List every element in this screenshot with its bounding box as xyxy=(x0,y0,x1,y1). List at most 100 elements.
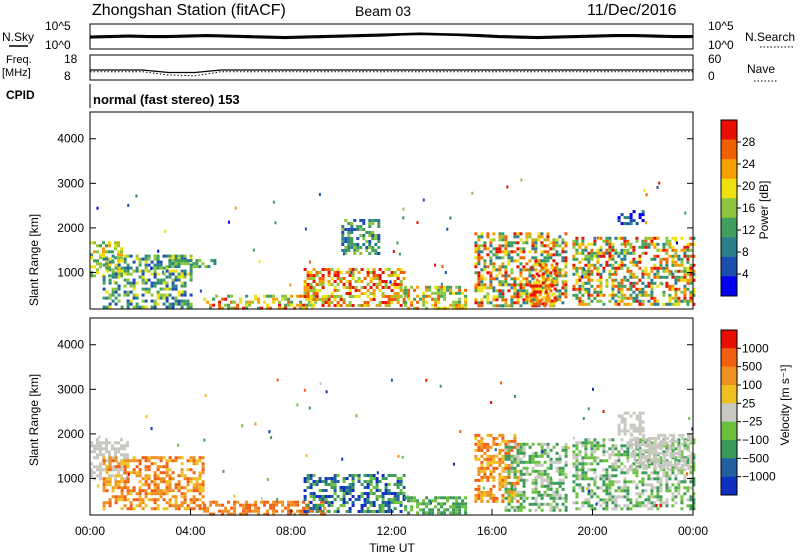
heatmap-cell xyxy=(546,472,550,476)
heatmap-cell xyxy=(678,454,682,458)
heatmap-cell xyxy=(171,287,175,291)
heatmap-cell xyxy=(396,277,400,280)
heatmap-cell xyxy=(99,477,102,481)
heatmap-cell xyxy=(647,281,651,285)
heatmap-cell xyxy=(565,289,567,293)
heatmap-cell xyxy=(550,299,554,303)
heatmap-cell xyxy=(564,445,568,449)
heatmap-cell xyxy=(345,510,349,513)
heatmap-cell xyxy=(375,477,379,480)
heatmap-cell xyxy=(366,304,370,307)
heatmap-cell xyxy=(635,474,639,478)
heatmap-cell xyxy=(126,305,130,309)
heatmap-cell xyxy=(686,266,690,270)
heatmap-cell xyxy=(458,300,462,304)
colorbar-segment xyxy=(721,276,737,297)
heatmap-cell xyxy=(626,471,630,475)
heatmap-cell xyxy=(305,506,309,510)
heatmap-cell xyxy=(242,503,246,507)
heatmap-cell xyxy=(315,495,319,498)
heatmap-cell xyxy=(581,465,585,469)
heatmap-cell xyxy=(638,480,642,484)
heatmap-cell xyxy=(126,471,130,475)
heatmap-cell xyxy=(686,242,690,246)
heatmap-cell xyxy=(452,505,456,509)
heatmap-cell xyxy=(630,451,634,455)
heatmap-cell xyxy=(434,291,438,295)
heatmap-cell xyxy=(132,459,136,463)
heatmap-cell xyxy=(336,507,340,510)
heatmap-cell xyxy=(537,238,541,242)
heatmap-cell xyxy=(399,268,403,271)
heatmap-cell xyxy=(327,510,331,513)
heatmap-cell xyxy=(677,483,681,487)
heatmap-cell xyxy=(120,447,123,451)
heatmap-cell xyxy=(489,490,493,494)
colorbar-tick-label: 20 xyxy=(742,179,756,193)
heatmap-cell xyxy=(680,290,684,294)
heatmap-cell xyxy=(614,462,618,466)
heatmap-cell xyxy=(686,278,690,282)
heatmap-cell xyxy=(99,468,102,472)
heatmap-cell xyxy=(599,245,603,249)
heatmap-cell xyxy=(662,453,666,457)
heatmap-cell xyxy=(501,283,505,287)
heatmap-cell xyxy=(416,306,420,310)
heatmap-cell xyxy=(480,478,484,482)
heatmap-cell xyxy=(641,504,645,508)
heatmap-cell xyxy=(504,238,508,242)
heatmap-cell xyxy=(236,500,240,504)
heatmap-cell xyxy=(507,475,511,479)
heatmap-cell xyxy=(345,501,349,504)
heatmap-cell xyxy=(552,283,556,287)
heatmap-cell xyxy=(150,492,154,496)
heatmap-cell xyxy=(644,269,648,273)
heatmap-cell xyxy=(138,305,142,309)
heatmap-cell xyxy=(186,507,190,511)
heatmap-cell xyxy=(535,299,539,303)
heatmap-cell xyxy=(581,293,585,297)
heatmap-cell xyxy=(596,278,600,282)
heatmap-cell xyxy=(544,278,548,282)
heatmap-cell xyxy=(581,501,585,505)
heatmap-cell xyxy=(114,244,117,248)
heatmap-cell xyxy=(555,493,559,497)
heatmap-cell xyxy=(105,441,108,445)
heatmap-cell xyxy=(372,277,376,280)
heatmap-cell xyxy=(186,459,190,463)
heatmap-cell xyxy=(299,303,303,307)
heatmap-cell xyxy=(638,254,642,258)
heatmap-cell xyxy=(159,266,163,270)
heatmap-cell xyxy=(641,272,645,276)
heatmap-cell xyxy=(351,274,355,277)
heatmap-cell xyxy=(108,498,112,502)
heatmap-cell xyxy=(641,213,645,217)
heatmap-cell xyxy=(359,228,363,231)
heatmap-cell xyxy=(347,231,351,234)
heatmap-cell xyxy=(492,460,496,464)
heatmap-cell xyxy=(141,507,145,511)
heatmap-cell xyxy=(486,253,490,257)
heatmap-cell xyxy=(375,495,379,498)
heatmap-cell xyxy=(678,448,682,452)
heatmap-cell xyxy=(477,487,481,491)
heatmap-cell xyxy=(333,274,337,277)
heatmap-cell xyxy=(111,456,114,460)
heatmap-cell xyxy=(393,483,397,486)
heatmap-cell xyxy=(525,292,529,296)
heatmap-cell xyxy=(553,269,557,273)
heatmap-cell xyxy=(498,265,502,269)
heatmap-cell xyxy=(381,477,385,480)
heatmap-cell xyxy=(498,484,502,488)
heatmap-cell xyxy=(662,248,666,252)
heatmap-cell xyxy=(653,266,657,270)
heatmap-cell xyxy=(299,306,303,310)
heatmap-cell xyxy=(138,486,142,490)
heatmap-cell xyxy=(668,272,672,276)
heatmap-cell xyxy=(336,268,340,271)
heatmap-cell xyxy=(464,505,468,509)
heatmap-cell xyxy=(428,499,432,503)
heatmap-cell xyxy=(590,456,594,460)
heatmap-cell xyxy=(495,466,499,470)
heatmap-cell xyxy=(372,289,376,292)
